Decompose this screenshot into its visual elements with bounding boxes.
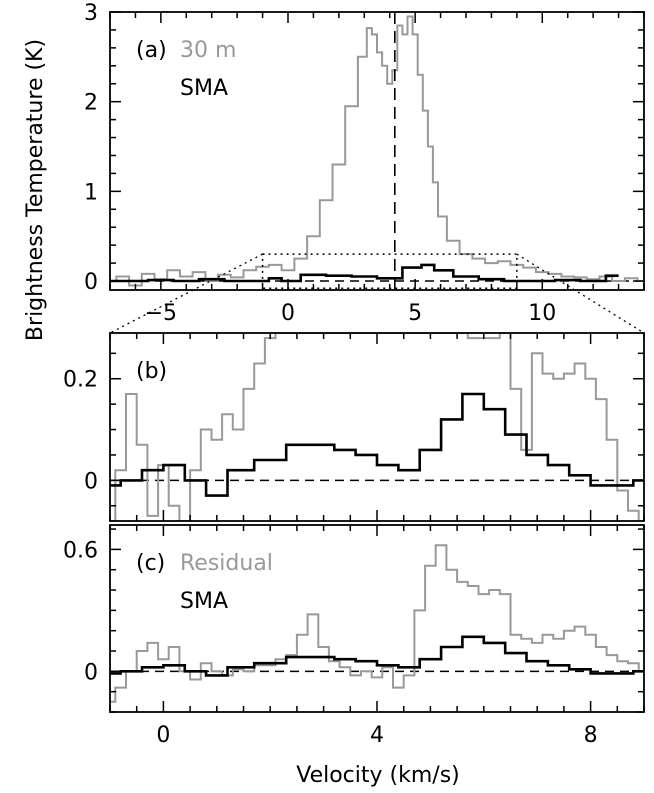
y-tick-label: 0 [84, 270, 98, 295]
x-tick-label: 10 [528, 301, 556, 326]
y-tick-label: 0.2 [63, 368, 98, 393]
x-tick-label: 4 [370, 723, 384, 748]
y-tick-label: 0 [84, 660, 98, 685]
y-tick-label: 1 [84, 180, 98, 205]
series-sma-line [110, 635, 644, 677]
zoom-connector-right [516, 253, 645, 334]
y-axis-label: Brightness Temperature (K) [23, 39, 48, 341]
panel-c: 0 0.6 0 4 8 (c) Residual SMA [63, 524, 645, 748]
y-tick-label: 2 [84, 91, 98, 116]
panel-label: (b) [136, 359, 167, 384]
legend-entry: Residual [180, 551, 273, 576]
series-obs30m-line [110, 333, 644, 521]
series-residual-line [110, 544, 644, 703]
panel-label: (c) [136, 551, 165, 576]
series-sma-line [110, 392, 644, 497]
zoom-box [261, 253, 518, 289]
x-axis-label: Velocity (km/s) [296, 763, 460, 788]
y-tick-label: 3 [84, 1, 98, 26]
legend-entry: 30 m [180, 38, 236, 63]
zoom-connector-lines [109, 253, 645, 334]
x-tick-label: 8 [584, 723, 598, 748]
y-tick-label: 0 [84, 469, 98, 494]
x-tick-label: 0 [281, 301, 295, 326]
x-tick-label: 0 [156, 723, 170, 748]
series-sma-line [110, 263, 619, 283]
x-tick-label: 5 [408, 301, 422, 326]
legend-entry: SMA [180, 76, 228, 101]
y-tick-label: 0.6 [63, 538, 98, 563]
panel-label: (a) [136, 38, 167, 63]
x-tick-label: −5 [145, 301, 177, 326]
legend-entry: SMA [180, 589, 228, 614]
panel-a: 0 1 2 3 −5 0 5 10 (a) 30 m SMA [84, 1, 645, 326]
zoom-connector-left [109, 253, 263, 334]
plot-frame [109, 11, 645, 291]
panel-b: 0 0.2 (b) [63, 332, 645, 522]
